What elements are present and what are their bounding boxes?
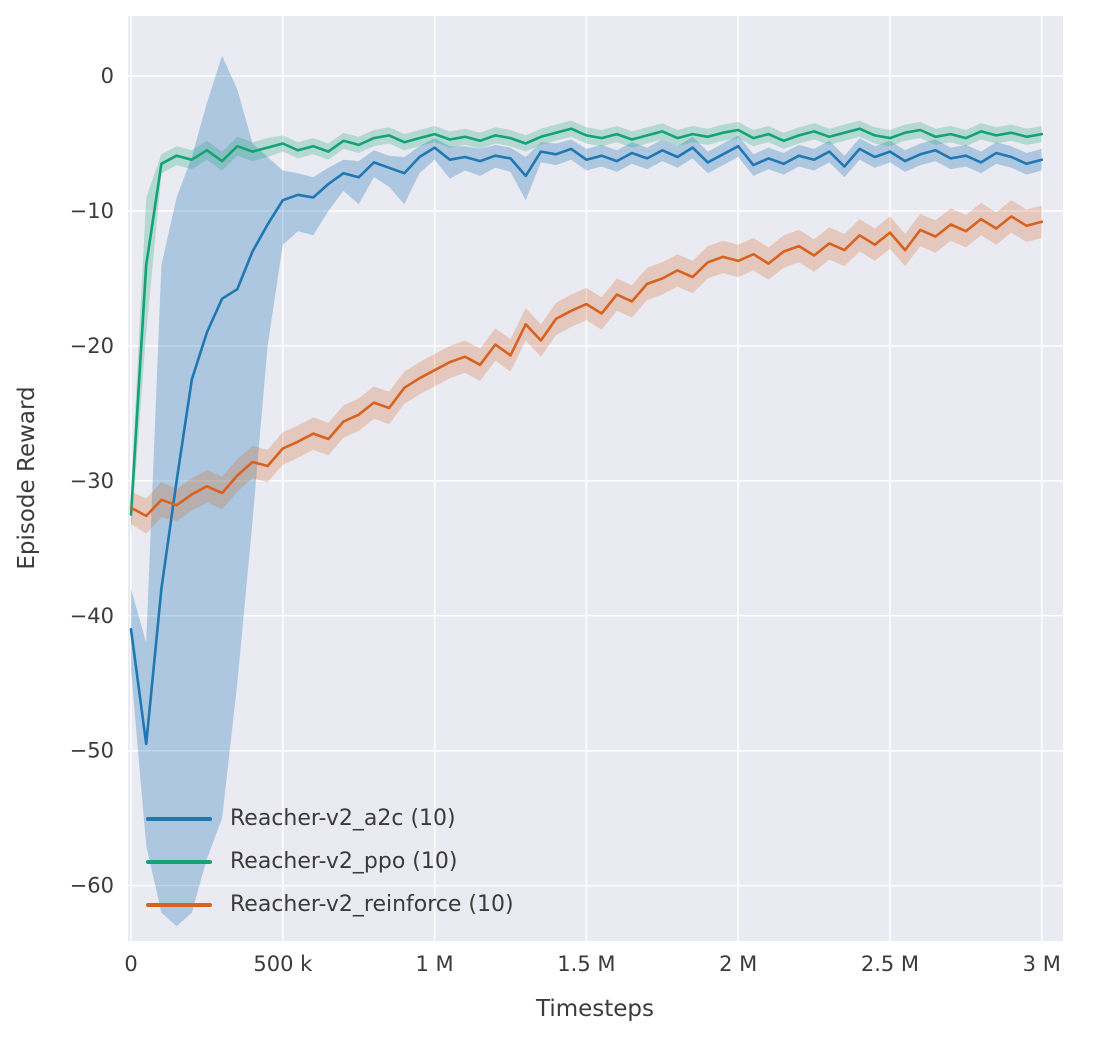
plot-background (128, 16, 1063, 941)
legend-swatch-ppo (146, 859, 212, 864)
legend-swatch-reinforce (146, 902, 212, 907)
x-tick-label: 2 M (719, 952, 757, 976)
x-tick-label: 1 M (416, 952, 454, 976)
legend-label-ppo: Reacher-v2_ppo (10) (230, 849, 458, 874)
x-tick-label: 1.5 M (557, 952, 615, 976)
x-tick-label: 3 M (1023, 952, 1061, 976)
x-tick-label: 2.5 M (861, 952, 919, 976)
y-tick-label: −10 (70, 199, 114, 223)
y-axis-label: Episode Reward (14, 386, 40, 569)
series-lines (129, 127, 1044, 746)
confidence-band-2 (131, 200, 1042, 534)
series-line-1 (129, 127, 1044, 516)
legend-item-ppo: Reacher-v2_ppo (10) (146, 845, 514, 878)
legend-label-a2c: Reacher-v2_a2c (10) (230, 806, 456, 831)
y-tick-label: −60 (70, 874, 114, 898)
y-tick-label: −20 (70, 334, 114, 358)
legend-label-reinforce: Reacher-v2_reinforce (10) (230, 892, 514, 917)
grid-lines (128, 16, 1063, 941)
legend-item-a2c: Reacher-v2_a2c (10) (146, 802, 514, 835)
series-line-2 (129, 215, 1044, 518)
x-tick-label: 500 k (253, 952, 313, 976)
x-tick-labels: 0 500 k 1 M 1.5 M 2 M 2.5 M 3 M (124, 952, 1060, 976)
y-tick-labels: 0 −10 −20 −30 −40 −50 −60 (70, 64, 114, 898)
y-tick-label: −30 (70, 469, 114, 493)
x-tick-label: 0 (124, 952, 137, 976)
legend-swatch-a2c (146, 816, 212, 821)
legend: Reacher-v2_a2c (10) Reacher-v2_ppo (10) … (146, 802, 514, 921)
y-tick-label: 0 (101, 64, 114, 88)
y-tick-label: −50 (70, 739, 114, 763)
confidence-band-0 (131, 55, 1042, 927)
y-tick-label: −40 (70, 604, 114, 628)
x-axis-label: Timesteps (535, 996, 654, 1022)
series-line-0 (129, 144, 1044, 746)
legend-item-reinforce: Reacher-v2_reinforce (10) (146, 888, 514, 921)
